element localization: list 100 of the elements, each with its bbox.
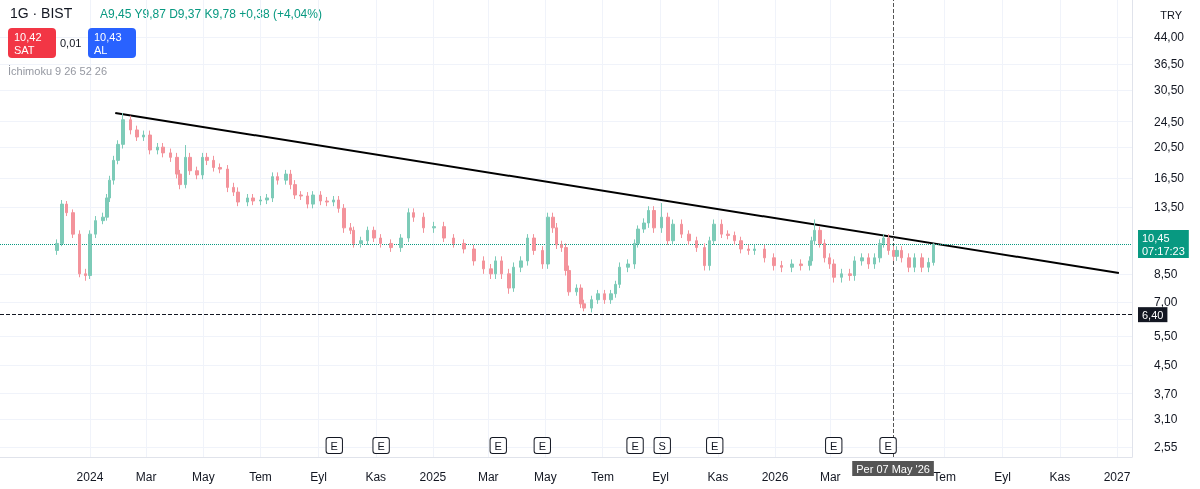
- candlestick: [780, 260, 783, 273]
- y-tick-label: 4,50: [1154, 358, 1178, 373]
- candlestick: [412, 207, 415, 223]
- x-tick-label: 2024: [76, 470, 104, 484]
- candlestick: [720, 218, 723, 239]
- x-tick-label: Eyl: [310, 470, 327, 484]
- candlestick: [472, 244, 476, 267]
- candlestick: [526, 233, 529, 267]
- candlestick: [507, 268, 511, 295]
- candlestick: [726, 229, 730, 240]
- candlestick: [352, 226, 355, 249]
- candlestick: [703, 242, 706, 271]
- candlestick: [251, 193, 255, 206]
- candlestick: [129, 115, 132, 135]
- candlestick: [366, 226, 369, 246]
- candlestick: [747, 244, 750, 256]
- candlestick: [733, 231, 736, 246]
- candlestick: [867, 252, 870, 270]
- candlestick: [184, 144, 187, 189]
- x-tick-label: Eyl: [994, 470, 1012, 484]
- candlestick: [848, 268, 852, 282]
- candlestick: [666, 212, 670, 246]
- annotation: E: [330, 439, 338, 452]
- candlestick: [753, 244, 756, 256]
- candlestick: [161, 142, 165, 158]
- candlestick: [489, 263, 493, 280]
- candlestick: [135, 125, 139, 142]
- candlestick: [399, 233, 403, 253]
- candlestick: [895, 245, 899, 262]
- candlestick: [462, 238, 466, 254]
- x-tick-label: 2026: [761, 470, 789, 484]
- candlestick: [790, 258, 794, 273]
- candlestick: [907, 252, 911, 273]
- y-tick-label: 30,50: [1154, 82, 1185, 97]
- candlestick: [156, 142, 159, 155]
- candlestick: [332, 195, 335, 207]
- y-tick-label: 3,10: [1154, 411, 1178, 426]
- annotation: İchimoku 9 26 52 26: [8, 64, 108, 77]
- candlestick: [887, 233, 890, 256]
- candlestick: [442, 221, 446, 243]
- candlestick: [432, 221, 436, 234]
- candlestick: [626, 258, 630, 273]
- text: TRY: [1160, 8, 1183, 21]
- ref-line-label: Per 07 May '26: [856, 462, 930, 475]
- candlestick: [94, 215, 97, 239]
- candlestick: [695, 236, 698, 253]
- candlestick: [311, 190, 315, 209]
- annotation: E: [377, 439, 385, 452]
- candlestick: [660, 202, 663, 234]
- candlestick: [259, 195, 262, 206]
- ref-line-label: 10,45 07:17:23: [1142, 231, 1185, 257]
- candlestick: [284, 169, 288, 186]
- candlestick: [246, 193, 249, 207]
- candlestick: [88, 229, 92, 280]
- y-tick-label: 2,55: [1154, 440, 1178, 455]
- candlestick: [306, 191, 309, 209]
- candlestick: [325, 196, 329, 207]
- candlestick: [389, 238, 393, 253]
- candlestick: [671, 218, 675, 246]
- x-tick-label: Eyl: [652, 470, 669, 484]
- candlestick: [575, 283, 578, 297]
- candlestick: [276, 171, 279, 186]
- candlestick: [652, 205, 656, 234]
- candlestick: [212, 155, 215, 173]
- annotation: E: [494, 439, 502, 452]
- candlestick: [226, 164, 229, 193]
- y-tick-label: 13,50: [1154, 200, 1185, 215]
- ref-line-label: 6,40: [1142, 308, 1164, 321]
- candlestick: [84, 268, 87, 282]
- candlestick: [763, 244, 766, 263]
- candlestick: [195, 166, 199, 180]
- candlestick: [920, 252, 924, 273]
- candlestick: [188, 152, 192, 176]
- candlestick: [205, 152, 209, 166]
- candlestick: [482, 255, 485, 275]
- candlestick: [379, 233, 382, 249]
- y-tick-label: 3,70: [1154, 386, 1178, 401]
- annotation: E: [711, 439, 719, 452]
- candlestick: [596, 289, 600, 305]
- candlestick: [739, 236, 743, 254]
- x-tick-label: Mar: [819, 470, 841, 484]
- annotation: 10,43 AL: [94, 30, 122, 56]
- candlestick: [541, 245, 544, 270]
- candlestick: [494, 255, 497, 280]
- x-tick-label: Mar: [477, 470, 499, 484]
- candlestick: [422, 212, 425, 234]
- chart-title: 1G · BIST: [10, 5, 73, 21]
- candlestick: [878, 238, 882, 263]
- candlestick: [603, 289, 606, 305]
- candlestick: [860, 252, 864, 267]
- y-tick-label: 24,50: [1154, 114, 1185, 129]
- candlestick: [271, 171, 274, 203]
- candlestick: [546, 212, 550, 270]
- annotation: E: [538, 439, 546, 452]
- text: A9,45 Y9,87 D9,37 K9,78 +0,38 (+4,04%): [100, 7, 322, 21]
- candlestick: [892, 245, 896, 262]
- candlestick: [873, 252, 876, 270]
- x-tick-label: Kas: [707, 470, 729, 484]
- candlestick: [799, 258, 803, 271]
- candlestick: [680, 218, 683, 239]
